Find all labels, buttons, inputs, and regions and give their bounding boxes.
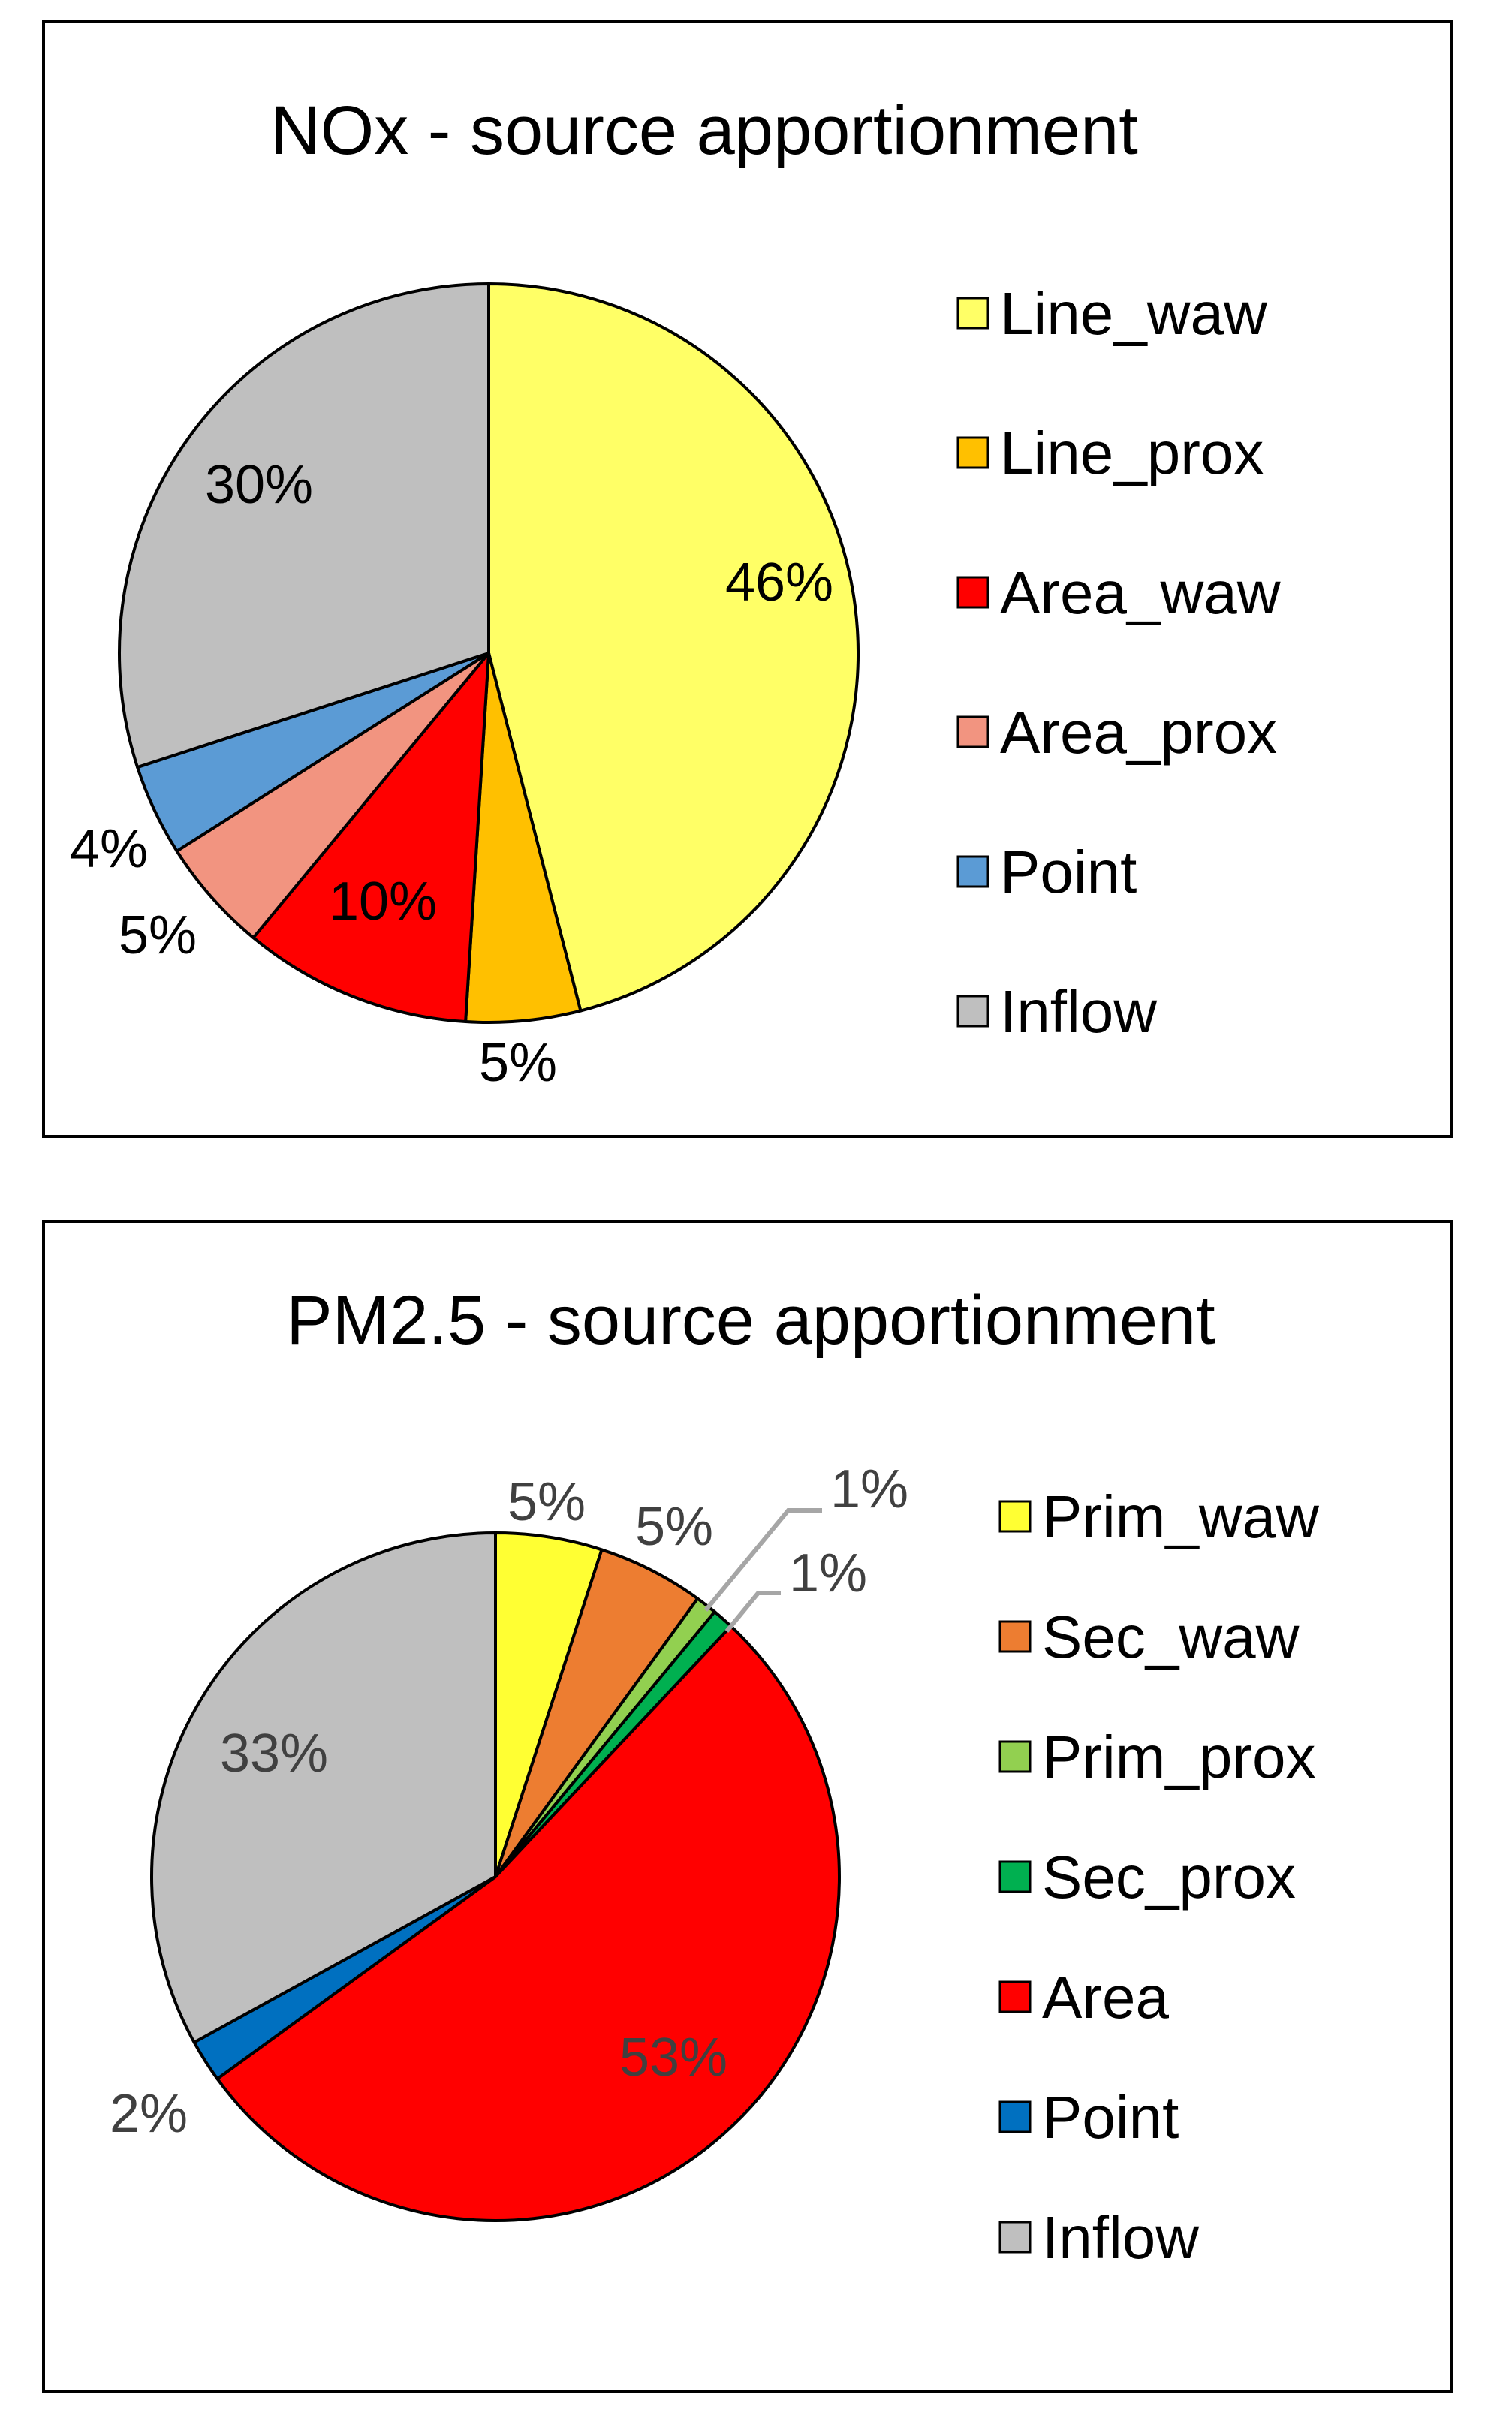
nox-data-label-line-waw: 46% xyxy=(725,553,833,613)
nox-legend-label-line-prox: Line_prox xyxy=(1000,420,1264,486)
pm25-legend-label-sec-waw: Sec_waw xyxy=(1042,1603,1300,1670)
pm25-leader-line-sec-prox xyxy=(724,1591,781,1633)
nox-data-label-area-waw: 10% xyxy=(329,872,437,932)
nox-legend-swatch-point xyxy=(956,855,989,888)
pm25-legend-label-inflow: Inflow xyxy=(1042,2204,1199,2271)
pm25-legend-label-point: Point xyxy=(1042,2084,1179,2151)
nox-slice-inflow xyxy=(118,282,490,769)
pm25-legend: Prim_waw Sec_waw Prim_prox Sec_prox Area Poin… xyxy=(998,1483,1319,2271)
pm25-data-label-sec-waw: 5% xyxy=(635,1497,713,1557)
nox-legend-swatch-inflow xyxy=(956,995,989,1028)
nox-legend-label-area-prox: Area_prox xyxy=(1000,699,1277,766)
pm25-data-label-prim-waw: 5% xyxy=(508,1472,586,1532)
nox-slice-line-prox xyxy=(464,652,583,1024)
nox-data-label-line-prox: 5% xyxy=(479,1033,557,1093)
nox-data-label-inflow: 30% xyxy=(205,455,313,515)
pm25-legend-swatch-sec-waw xyxy=(998,1620,1032,1653)
nox-legend-label-line-waw: Line_waw xyxy=(1000,280,1267,347)
pm25-pie: 5% 5% 1% 1% 53% 2% 33% xyxy=(110,1459,908,2222)
nox-pie: 46% 5% 10% 5% 4% 30% xyxy=(70,282,860,1093)
nox-data-label-point: 4% xyxy=(70,819,148,879)
nox-legend-label-inflow: Inflow xyxy=(1000,978,1157,1045)
nox-legend-label-point: Point xyxy=(1000,839,1137,905)
nox-slice-line-waw xyxy=(487,282,860,1013)
pm25-legend-label-sec-prox: Sec_prox xyxy=(1042,1844,1296,1911)
pm25-data-label-prim-prox: 1% xyxy=(830,1459,908,1519)
pm25-legend-label-area: Area xyxy=(1042,1964,1169,2031)
nox-slice-area-prox xyxy=(175,652,490,940)
pm25-slice-sec-waw xyxy=(494,1548,700,1878)
nox-legend: Line_waw Line_prox Area_waw Area_prox Point I… xyxy=(956,280,1281,1045)
nox-legend-label-area-waw: Area_waw xyxy=(1000,559,1281,626)
pm25-legend-swatch-prim-waw xyxy=(998,1500,1032,1533)
pm25-data-label-inflow: 33% xyxy=(220,1724,328,1784)
pm25-legend-swatch-prim-prox xyxy=(998,1740,1032,1773)
nox-legend-swatch-area-waw xyxy=(956,576,989,609)
pm25-slice-area xyxy=(215,1625,841,2222)
nox-data-label-area-prox: 5% xyxy=(119,905,197,965)
pm25-legend-label-prim-waw: Prim_waw xyxy=(1042,1483,1319,1550)
chart-title-nox: NOx - source apportionment xyxy=(270,92,1138,169)
nox-slice-area-waw xyxy=(251,652,490,1024)
pm25-data-label-sec-prox: 1% xyxy=(789,1543,867,1603)
pm25-legend-swatch-point xyxy=(998,2100,1032,2133)
chart-title-pm25: PM2.5 - source apportionment xyxy=(286,1282,1215,1359)
pm25-legend-label-prim-prox: Prim_prox xyxy=(1042,1724,1316,1790)
nox-legend-swatch-line-waw xyxy=(956,297,989,330)
pm25-leader-line-prim-prox xyxy=(703,1508,822,1612)
nox-legend-swatch-area-prox xyxy=(956,715,989,748)
pm25-slice-inflow xyxy=(150,1531,497,2044)
pm25-data-label-area: 53% xyxy=(619,2028,727,2088)
pm25-legend-swatch-sec-prox xyxy=(998,1860,1032,1893)
pm25-data-label-point: 2% xyxy=(110,2084,188,2144)
nox-legend-swatch-line-prox xyxy=(956,436,989,469)
pm25-legend-swatch-area xyxy=(998,1980,1032,2013)
pm25-legend-swatch-inflow xyxy=(998,2221,1032,2254)
